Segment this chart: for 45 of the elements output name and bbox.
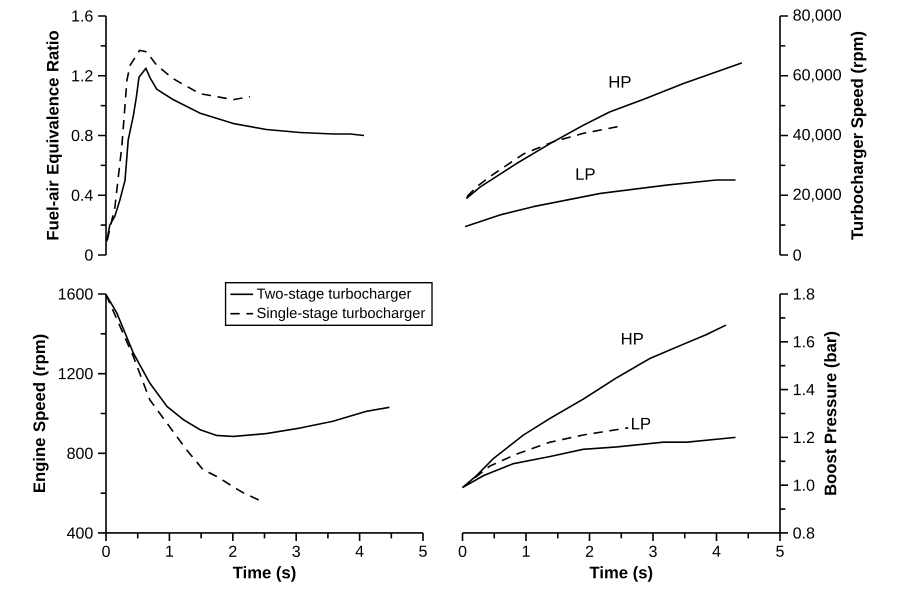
y2-tick-label: 1.2 bbox=[794, 432, 814, 443]
x-tick-label: 5 bbox=[776, 546, 784, 557]
y-tick-label: 1200 bbox=[58, 368, 93, 380]
y2-tick-label: 1.0 bbox=[794, 480, 814, 491]
x-tick-label: 3 bbox=[292, 546, 300, 558]
line-series bbox=[464, 179, 736, 228]
y-axis-title: Fuel-air Equivalence Ratio bbox=[46, 31, 62, 240]
y-tick-label: 0 bbox=[85, 249, 93, 261]
y-tick-label: 800 bbox=[67, 448, 93, 459]
y-tick-label: 1.2 bbox=[72, 70, 92, 82]
legend-label: Single-stage turbocharger bbox=[257, 307, 426, 321]
y2-tick-label: 0.8 bbox=[793, 527, 814, 539]
x-tick-label: 1 bbox=[166, 546, 174, 557]
y-tick-label: 1.6 bbox=[72, 10, 93, 22]
y2-tick-label: 40,000 bbox=[793, 128, 842, 142]
x-tick-label: 5 bbox=[419, 546, 427, 557]
x-tick-label: 0 bbox=[102, 546, 110, 558]
y2-tick-label: 1.8 bbox=[794, 288, 814, 300]
y2-tick-label: 1.6 bbox=[794, 336, 814, 348]
legend-label: Two-stage turbocharger bbox=[256, 288, 412, 302]
y2-tick-label: 80,000 bbox=[793, 9, 842, 23]
x-axis-title: Time (s) bbox=[590, 566, 652, 582]
x-tick-label: 2 bbox=[229, 546, 236, 557]
x-axis-title: Time (s) bbox=[232, 566, 296, 582]
y2-tick-label: 20,000 bbox=[794, 188, 842, 202]
x-tick-label: 4 bbox=[712, 546, 720, 557]
series-label: HP bbox=[622, 333, 643, 344]
y2-axis-title: Boost Pressure (bar) bbox=[824, 332, 840, 495]
x-tick-label: 2 bbox=[586, 546, 594, 557]
x-tick-label: 3 bbox=[649, 546, 657, 558]
series-label: LP bbox=[632, 418, 650, 430]
series-label: LP bbox=[576, 168, 595, 180]
x-tick-label: 0 bbox=[458, 546, 466, 558]
y-tick-label: 0.4 bbox=[72, 190, 93, 201]
y-axis-title: Engine Speed (rpm) bbox=[32, 334, 49, 492]
y2-tick-label: 0 bbox=[793, 249, 801, 261]
series-label: HP bbox=[610, 76, 631, 88]
y2-axis-title: Turbocharger Speed (rpm) bbox=[850, 32, 866, 240]
y-tick-label: 0.8 bbox=[72, 130, 93, 142]
x-tick-label: 4 bbox=[356, 546, 364, 557]
x-tick-label: 1 bbox=[522, 546, 530, 557]
y-tick-label: 1600 bbox=[58, 288, 93, 300]
y-tick-label: 400 bbox=[66, 527, 93, 539]
y2-tick-label: 1.4 bbox=[794, 384, 814, 396]
y2-tick-label: 60,000 bbox=[794, 69, 842, 82]
